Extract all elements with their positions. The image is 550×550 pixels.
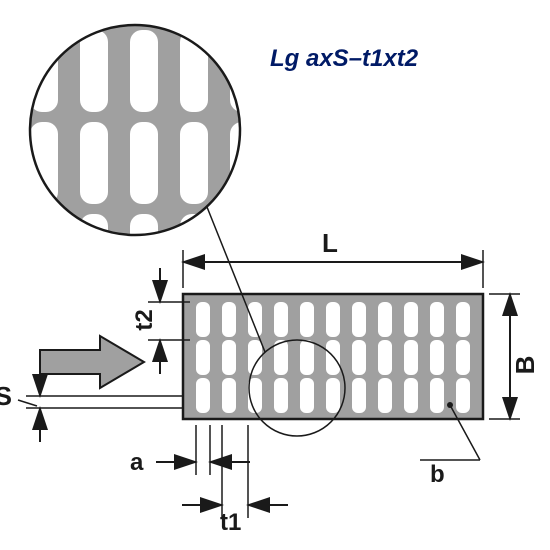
label-L: L: [322, 228, 338, 258]
formula-title: Lg axS–t1xt2: [270, 45, 418, 73]
label-B: B: [510, 356, 540, 375]
label-b: b: [430, 461, 445, 488]
label-S: S: [0, 381, 12, 411]
label-t1: t1: [220, 509, 241, 536]
S-leader: [18, 400, 37, 406]
label-t2: t2: [131, 309, 158, 330]
technical-diagram: L B: [0, 0, 550, 550]
magnifier-content: [20, 15, 260, 296]
thickness-arrow: [40, 336, 144, 388]
formula-text: Lg axS–t1xt2: [270, 45, 418, 72]
label-a: a: [130, 449, 144, 476]
